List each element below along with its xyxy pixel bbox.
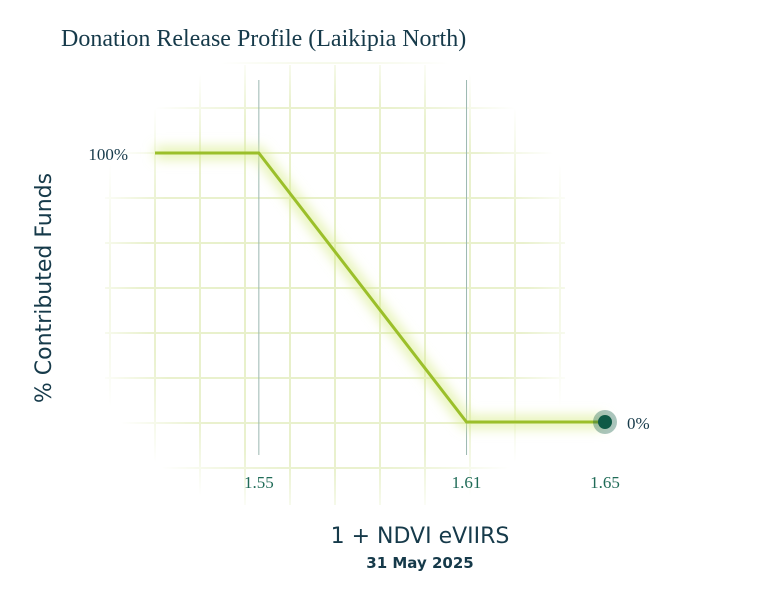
x-tick-label: 1.55 xyxy=(244,473,274,492)
y-top-label: 100% xyxy=(88,145,128,164)
grid xyxy=(105,62,565,505)
x-tick-labels: 1.55 1.61 1.65 xyxy=(244,473,620,492)
x-tick-label: 1.65 xyxy=(590,473,620,492)
x-axis-title: 1 + NDVI eVIIRS xyxy=(331,524,510,549)
current-point-group xyxy=(593,410,617,434)
reference-lines xyxy=(258,80,468,455)
current-point-marker xyxy=(598,415,612,429)
series-line-group xyxy=(155,147,605,428)
series-line xyxy=(155,151,605,424)
current-value-label: 0% xyxy=(627,414,650,433)
chart-title: Donation Release Profile (Laikipia North… xyxy=(61,26,466,52)
date-subtitle: 31 May 2025 xyxy=(366,554,473,572)
x-tick-label: 1.61 xyxy=(452,473,482,492)
y-axis-title: % Contributed Funds xyxy=(32,173,57,403)
